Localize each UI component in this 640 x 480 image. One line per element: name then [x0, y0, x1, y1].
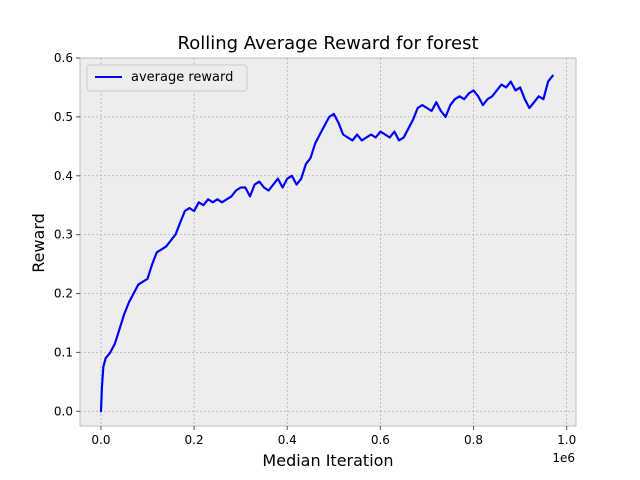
series-layer	[99, 74, 554, 413]
y-tick-label: 0.1	[54, 345, 73, 359]
x-tick-label: 1.0	[557, 433, 576, 447]
y-tick-label: 0.4	[54, 169, 73, 183]
x-axis-label: Median Iteration	[262, 451, 393, 470]
x-tick-label: 0.4	[278, 433, 297, 447]
x-tick-label: 0.8	[464, 433, 483, 447]
ticks: 0.0 0.2 0.4 0.6 0.8 1.0 0.0 0.1 0.2 0.3 0.4 0.5 0.6	[54, 51, 576, 447]
y-tick-label: 0.6	[54, 51, 73, 65]
legend: average reward	[86, 64, 248, 92]
x-tick-label: 0.0	[91, 433, 110, 447]
plot-area	[79, 57, 577, 427]
x-tick-label: 0.2	[185, 433, 204, 447]
y-tick-label: 0.0	[54, 404, 73, 418]
legend-box	[86, 64, 248, 92]
y-tick-label: 0.5	[54, 110, 73, 124]
y-axis-label: Reward	[29, 213, 48, 273]
x-tick-label: 0.6	[371, 433, 390, 447]
grid-lines	[80, 57, 576, 426]
series-line-0	[99, 74, 554, 413]
y-tick-label: 0.3	[54, 228, 73, 242]
x-axis-offset-label: 1e6	[552, 451, 575, 465]
y-tick-label: 0.2	[54, 287, 73, 301]
chart-title: Rolling Average Reward for forest	[178, 33, 479, 54]
legend-label-average-reward: average reward	[131, 70, 233, 85]
